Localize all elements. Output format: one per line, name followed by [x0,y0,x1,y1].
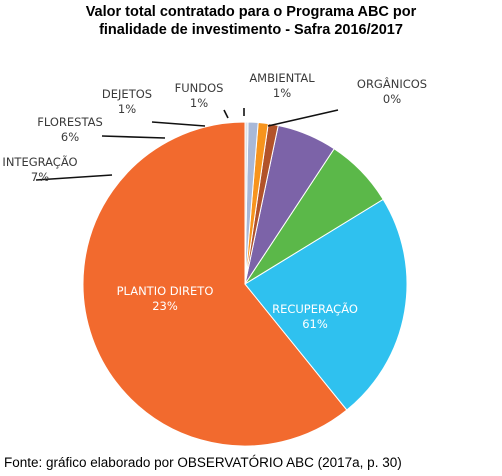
pie-slice-organicos [244,121,249,285]
slice-label-recuperacao: RECUPERAÇÃO 61% [272,301,358,331]
chart-source-note: Fonte: gráfico elaborado por OBSERVATÓRI… [4,455,402,470]
slice-label-florestas: FLORESTAS 6% [37,115,103,144]
chart-title-line-1: Valor total contratado para o Programa A… [85,4,417,20]
chart-title-line-2: finalidade de investimento - Safra 2016/… [99,22,403,38]
leader-line-organicos [267,109,339,127]
slice-label-organicos: ORGÂNICOS 0% [357,76,427,106]
leader-line-fundos [223,109,229,119]
leader-line-integracao [35,174,113,181]
slice-label-fundos: FUNDOS 1% [175,81,224,110]
slice-label-plantio-direto: PLANTIO DIRETO 23% [117,284,214,313]
leader-line-florestas [101,135,166,139]
pie-slice-recuperacao [82,121,348,447]
pie-slice-plantio-direto [244,198,408,411]
slice-label-dejetos: DEJETOS 1% [102,87,152,116]
slice-label-ambiental: AMBIENTAL 1% [249,71,315,100]
slice-label-integracao: INTEGRAÇÃO 7% [2,154,77,184]
leader-line-dejetos [151,121,206,127]
